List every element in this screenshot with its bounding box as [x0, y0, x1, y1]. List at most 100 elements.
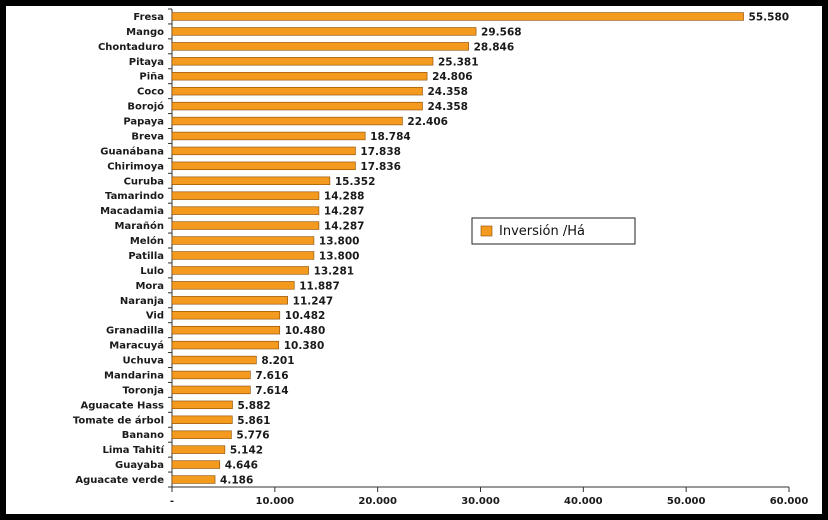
value-label: 7.616 — [255, 370, 288, 382]
bar — [171, 236, 315, 245]
category-label: Aguacate verde — [75, 475, 164, 486]
category-label: Mango — [126, 27, 164, 38]
value-label: 24.358 — [427, 101, 468, 113]
category-label: Tomate de árbol — [73, 414, 164, 426]
value-label: 11.887 — [299, 280, 340, 292]
bar — [171, 296, 288, 305]
x-tick-label: 30.000 — [461, 496, 500, 507]
category-label: Uchuva — [122, 356, 164, 367]
category-label: Maracuyá — [109, 340, 164, 352]
value-label: 55.580 — [749, 11, 790, 23]
category-label: Guayaba — [115, 460, 164, 471]
category-label: Fresa — [133, 12, 164, 23]
value-label: 17.836 — [360, 161, 401, 173]
bar — [171, 370, 251, 380]
value-label: 5.861 — [237, 415, 270, 427]
value-label: 5.776 — [236, 430, 269, 442]
bar — [171, 385, 251, 395]
value-label: 15.352 — [335, 176, 376, 188]
category-label: Chontaduro — [98, 42, 164, 53]
value-label: 10.480 — [285, 325, 326, 337]
bar — [171, 340, 280, 350]
category-label: Macadamia — [100, 206, 164, 217]
category-label: Guanábana — [100, 145, 164, 157]
category-label: Curuba — [124, 176, 164, 187]
bar — [171, 221, 320, 230]
bar — [171, 460, 221, 469]
value-label: 7.614 — [255, 385, 288, 397]
plot-area: - 10.000 20.000 30.000 40.000 50.000 60.000 Fre… — [73, 8, 809, 507]
category-label: Banano — [122, 430, 164, 441]
category-label: Marañón — [115, 220, 165, 232]
category-label: Breva — [131, 131, 164, 142]
x-tick-label: - — [170, 496, 174, 507]
category-label: Mandarina — [104, 370, 164, 381]
bar — [171, 146, 356, 156]
bar — [171, 206, 320, 215]
bar — [171, 355, 257, 365]
value-label: 14.288 — [324, 191, 365, 203]
bar — [171, 251, 315, 260]
bar — [171, 325, 281, 335]
category-label: Lima Tahití — [103, 444, 165, 456]
category-label: Toronja — [123, 385, 164, 396]
bar-chart: - 10.000 20.000 30.000 40.000 50.000 60.000 Fre… — [73, 8, 809, 507]
category-label: Coco — [137, 87, 164, 98]
bar — [171, 445, 226, 454]
x-tick-label: 40.000 — [564, 496, 603, 507]
legend-box — [471, 217, 636, 245]
value-label: 5.882 — [237, 400, 270, 412]
category-label: Patilla — [128, 251, 164, 262]
category-label: Borojó — [127, 101, 164, 113]
value-label: 18.784 — [370, 131, 411, 143]
value-label: 10.482 — [285, 310, 326, 322]
bar — [171, 161, 356, 171]
chart-frame: - 10.000 20.000 30.000 40.000 50.000 60.000 Fre… — [6, 6, 822, 514]
category-label: Pitaya — [129, 57, 164, 68]
value-label: 4.186 — [220, 475, 253, 487]
bar — [171, 266, 309, 275]
value-label: 11.247 — [293, 295, 334, 307]
x-tick-label: 10.000 — [256, 496, 295, 507]
value-label: 13.800 — [319, 250, 360, 262]
bar — [171, 116, 403, 126]
value-label: 14.287 — [324, 206, 365, 218]
bar — [171, 86, 423, 96]
category-label: Tamarindo — [105, 191, 164, 202]
bar — [171, 281, 295, 290]
legend-label: Inversión /Há — [499, 224, 585, 239]
category-label: Lulo — [140, 266, 164, 277]
x-tick-label: 50.000 — [667, 496, 706, 507]
bar — [171, 27, 477, 36]
bar — [171, 42, 469, 51]
category-label: Granadilla — [106, 326, 164, 337]
bar — [171, 57, 434, 66]
value-label: 4.646 — [225, 460, 258, 472]
category-label: Mora — [135, 281, 164, 292]
category-label: Melón — [130, 235, 164, 247]
bar — [171, 72, 428, 81]
category-label: Aguacate Hass — [80, 400, 164, 411]
value-label: 10.380 — [284, 340, 325, 352]
bar — [171, 101, 423, 111]
bar — [171, 475, 216, 484]
value-label: 22.406 — [407, 116, 448, 128]
bar — [171, 12, 744, 21]
category-label: Naranja — [120, 296, 164, 307]
legend: Inversión /Há — [471, 217, 636, 245]
value-label: 13.281 — [314, 265, 355, 277]
value-label: 8.201 — [261, 355, 294, 367]
value-label: 17.838 — [360, 146, 401, 158]
bar — [171, 131, 366, 141]
category-label: Chirimoya — [107, 161, 164, 172]
value-label: 24.806 — [432, 71, 473, 83]
x-tick-label: 20.000 — [358, 496, 397, 507]
bar — [171, 191, 320, 200]
category-label: Piña — [139, 72, 164, 83]
bar — [171, 176, 331, 185]
x-tick-label: 60.000 — [770, 496, 809, 507]
value-label: 13.800 — [319, 236, 360, 248]
bar — [171, 311, 281, 320]
value-label: 24.358 — [427, 86, 468, 98]
value-label: 14.287 — [324, 221, 365, 233]
